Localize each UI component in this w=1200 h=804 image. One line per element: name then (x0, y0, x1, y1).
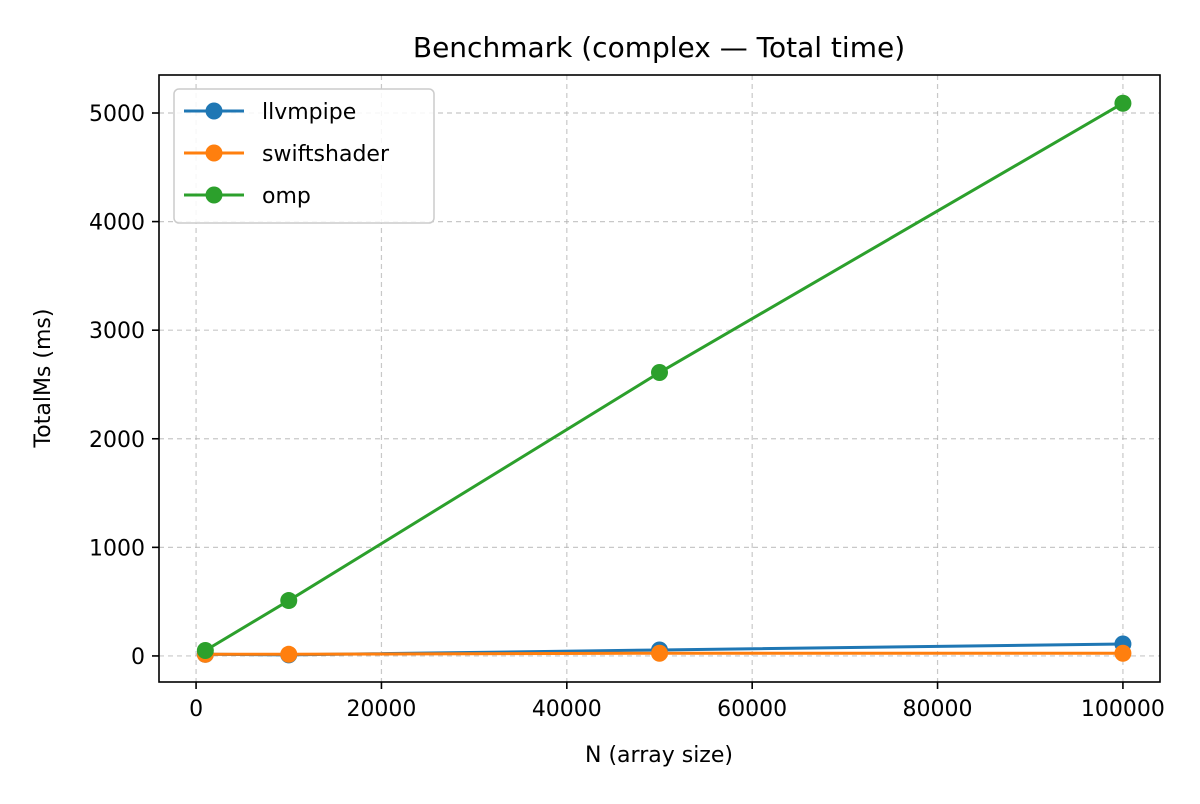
legend-label: swiftshader (262, 142, 390, 167)
data-point (280, 592, 298, 610)
y-tick-label: 3000 (89, 319, 145, 344)
series-swiftshader (196, 644, 1132, 663)
chart-title: Benchmark (complex — Total time) (413, 31, 905, 64)
legend-item: omp (184, 184, 311, 209)
data-point (1114, 94, 1132, 112)
series-omp (196, 94, 1132, 660)
x-axis-label: N (array size) (585, 743, 733, 768)
x-tick-label: 0 (189, 697, 203, 722)
legend-swatch-marker (205, 102, 223, 120)
legend-label: llvmpipe (262, 100, 356, 125)
x-tick-label: 20000 (346, 697, 416, 722)
series-line (204, 101, 1124, 652)
data-point (280, 645, 298, 663)
data-point (651, 644, 668, 662)
y-tick-label: 0 (131, 645, 145, 670)
legend-label: omp (262, 184, 311, 209)
legend-swatch-marker (205, 144, 223, 162)
y-tick-label: 4000 (89, 211, 145, 236)
series-line (205, 651, 1123, 656)
x-tick-label: 40000 (532, 697, 602, 722)
y-tick-label: 5000 (89, 102, 145, 127)
plot-area-frame (158, 74, 1161, 683)
data-point (1114, 644, 1132, 662)
y-tick-label: 2000 (89, 428, 145, 453)
legend-item: swiftshader (184, 142, 390, 167)
data-point (196, 642, 214, 660)
data-point (651, 364, 668, 382)
y-axis-label: TotalMs (ms) (31, 309, 56, 449)
x-tick-label: 60000 (717, 697, 787, 722)
y-tick-label: 1000 (89, 536, 145, 561)
data-series (196, 94, 1132, 664)
legend: llvmpipe swiftshader omp (173, 88, 435, 224)
legend-swatch-marker (205, 186, 223, 204)
legend-box (173, 88, 435, 224)
x-tick-label: 80000 (903, 697, 973, 722)
x-tick-label: 100000 (1081, 697, 1165, 722)
legend-item: llvmpipe (184, 100, 356, 125)
axis-ticks: 0 20000 40000 60000 80000 100000 0 1000 2000 3000… (89, 102, 1165, 722)
